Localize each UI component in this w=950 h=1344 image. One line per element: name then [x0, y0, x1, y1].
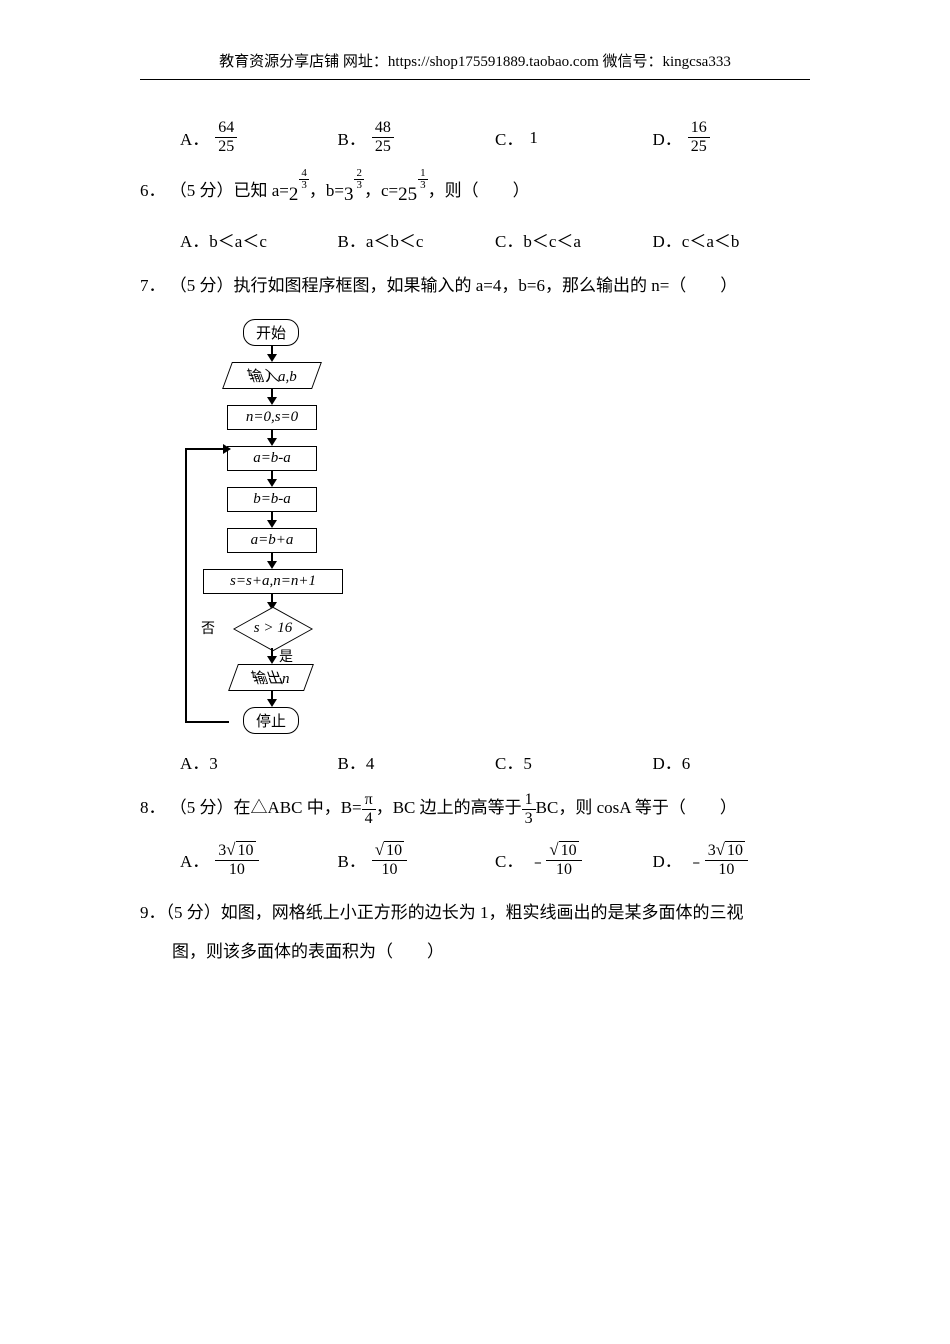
q6: 6． （5 分）已知 a=243，b=323，c=2513，则（ ） [140, 170, 810, 212]
fc-end: 停止 [243, 707, 299, 734]
q9-line1: （5 分）如图，网格纸上小正方形的边长为 1，粗实线画出的是某多面体的三视 [166, 903, 744, 922]
q7-options: A．3 B．4 C．5 D．6 [140, 749, 810, 774]
loop-line-bottom [185, 721, 229, 723]
loop-arrow-icon [223, 444, 231, 454]
fc-input: 输入a,b [222, 362, 322, 389]
q8-prefix: （5 分）在△ABC 中，B= [170, 798, 362, 817]
q8-options: A． 31010 B． 1010 C． ﹣1010 D． ﹣31010 [140, 842, 810, 878]
q9-number: 9． [140, 903, 166, 922]
q7: 7． （5 分）执行如图程序框图，如果输入的 a=4，b=6，那么输出的 n=（… [140, 267, 810, 304]
fc-init: n=0,s=0 [227, 405, 317, 430]
q5-optA: A． 6425 [180, 120, 338, 155]
q5-optB-label: B． [338, 125, 366, 150]
q6-optC: C．b＜c＜a [495, 227, 653, 252]
fc-no-label: 否 [201, 618, 215, 638]
q6-options: A．b＜a＜c B．a＜b＜c C．b＜c＜a D．c＜a＜b [140, 227, 810, 252]
q9: 9．（5 分）如图，网格纸上小正方形的边长为 1，粗实线画出的是某多面体的三视 … [140, 893, 810, 971]
q6-number: 6． [140, 181, 166, 200]
q5-optB: B． 4825 [338, 120, 496, 155]
fc-s3: a=b+a [227, 528, 317, 553]
loop-line-top [185, 448, 227, 450]
q6-optD: D．c＜a＜b [653, 227, 811, 252]
q6-prefix: （5 分）已知 a= [170, 181, 289, 200]
q8-optB: B． 1010 [338, 842, 496, 878]
q7-optD: D．6 [653, 749, 811, 774]
fc-s4: s=s+a,n=n+1 [203, 569, 343, 594]
fc-cond: s > 16 否 [229, 610, 317, 648]
q5-optC: C． 1 [495, 120, 653, 155]
q8-optD: D． ﹣31010 [653, 842, 811, 878]
q6-optB: B．a＜b＜c [338, 227, 496, 252]
q6-optA: A．b＜a＜c [180, 227, 338, 252]
flowchart: 开始 输入a,b n=0,s=0 a=b-a b=b-a a=b+a s=s+a… [185, 319, 810, 734]
q5-optC-label: C． [495, 125, 523, 150]
q8-number: 8． [140, 798, 166, 817]
q5-optD-label: D． [653, 125, 682, 150]
q7-number: 7． [140, 276, 166, 295]
q7-optB: B．4 [338, 749, 496, 774]
loop-line-v [185, 449, 187, 722]
q9-line2: 图，则该多面体的表面积为（ ） [140, 942, 444, 961]
fc-output: 输出n [228, 664, 314, 691]
q7-text: （5 分）执行如图程序框图，如果输入的 a=4，b=6，那么输出的 n=（ ） [170, 276, 738, 295]
fc-s2: b=b-a [227, 487, 317, 512]
q5-options: A． 6425 B． 4825 C． 1 D． 1625 [140, 120, 810, 155]
q8-optA: A． 31010 [180, 842, 338, 878]
q8: 8． （5 分）在△ABC 中，B=π4，BC 边上的高等于13BC，则 cos… [140, 789, 810, 827]
q8-optC: C． ﹣1010 [495, 842, 653, 878]
page-header: 教育资源分享店铺 网址：https://shop175591889.taobao… [140, 50, 810, 80]
fc-s1: a=b-a [227, 446, 317, 471]
q7-optC: C．5 [495, 749, 653, 774]
q7-optA: A．3 [180, 749, 338, 774]
q5-optD: D． 1625 [653, 120, 811, 155]
q5-optA-label: A． [180, 125, 209, 150]
fc-start: 开始 [243, 319, 299, 346]
